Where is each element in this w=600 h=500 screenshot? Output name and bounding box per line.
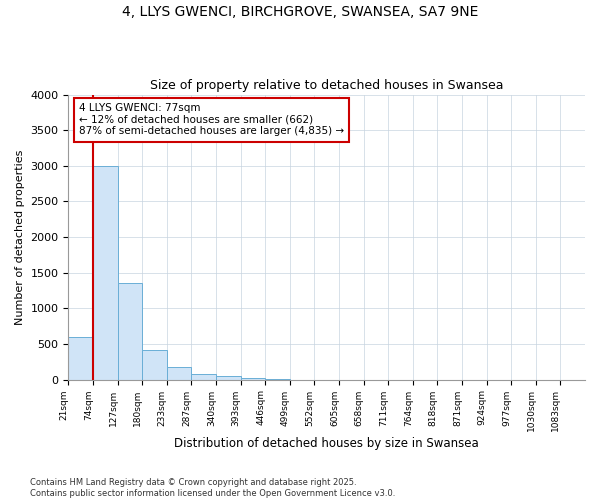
Text: 4 LLYS GWENCI: 77sqm
← 12% of detached houses are smaller (662)
87% of semi-deta: 4 LLYS GWENCI: 77sqm ← 12% of detached h… [79, 103, 344, 136]
X-axis label: Distribution of detached houses by size in Swansea: Distribution of detached houses by size … [175, 437, 479, 450]
Bar [241, 378, 265, 380]
Bar [191, 374, 216, 380]
Bar [93, 166, 118, 380]
Y-axis label: Number of detached properties: Number of detached properties [15, 150, 25, 325]
Bar [142, 350, 167, 380]
Title: Size of property relative to detached houses in Swansea: Size of property relative to detached ho… [150, 79, 503, 92]
Bar [216, 376, 241, 380]
Bar [68, 337, 93, 380]
Text: 4, LLYS GWENCI, BIRCHGROVE, SWANSEA, SA7 9NE: 4, LLYS GWENCI, BIRCHGROVE, SWANSEA, SA7… [122, 5, 478, 19]
Text: Contains HM Land Registry data © Crown copyright and database right 2025.
Contai: Contains HM Land Registry data © Crown c… [30, 478, 395, 498]
Bar [167, 367, 191, 380]
Bar [118, 284, 142, 380]
